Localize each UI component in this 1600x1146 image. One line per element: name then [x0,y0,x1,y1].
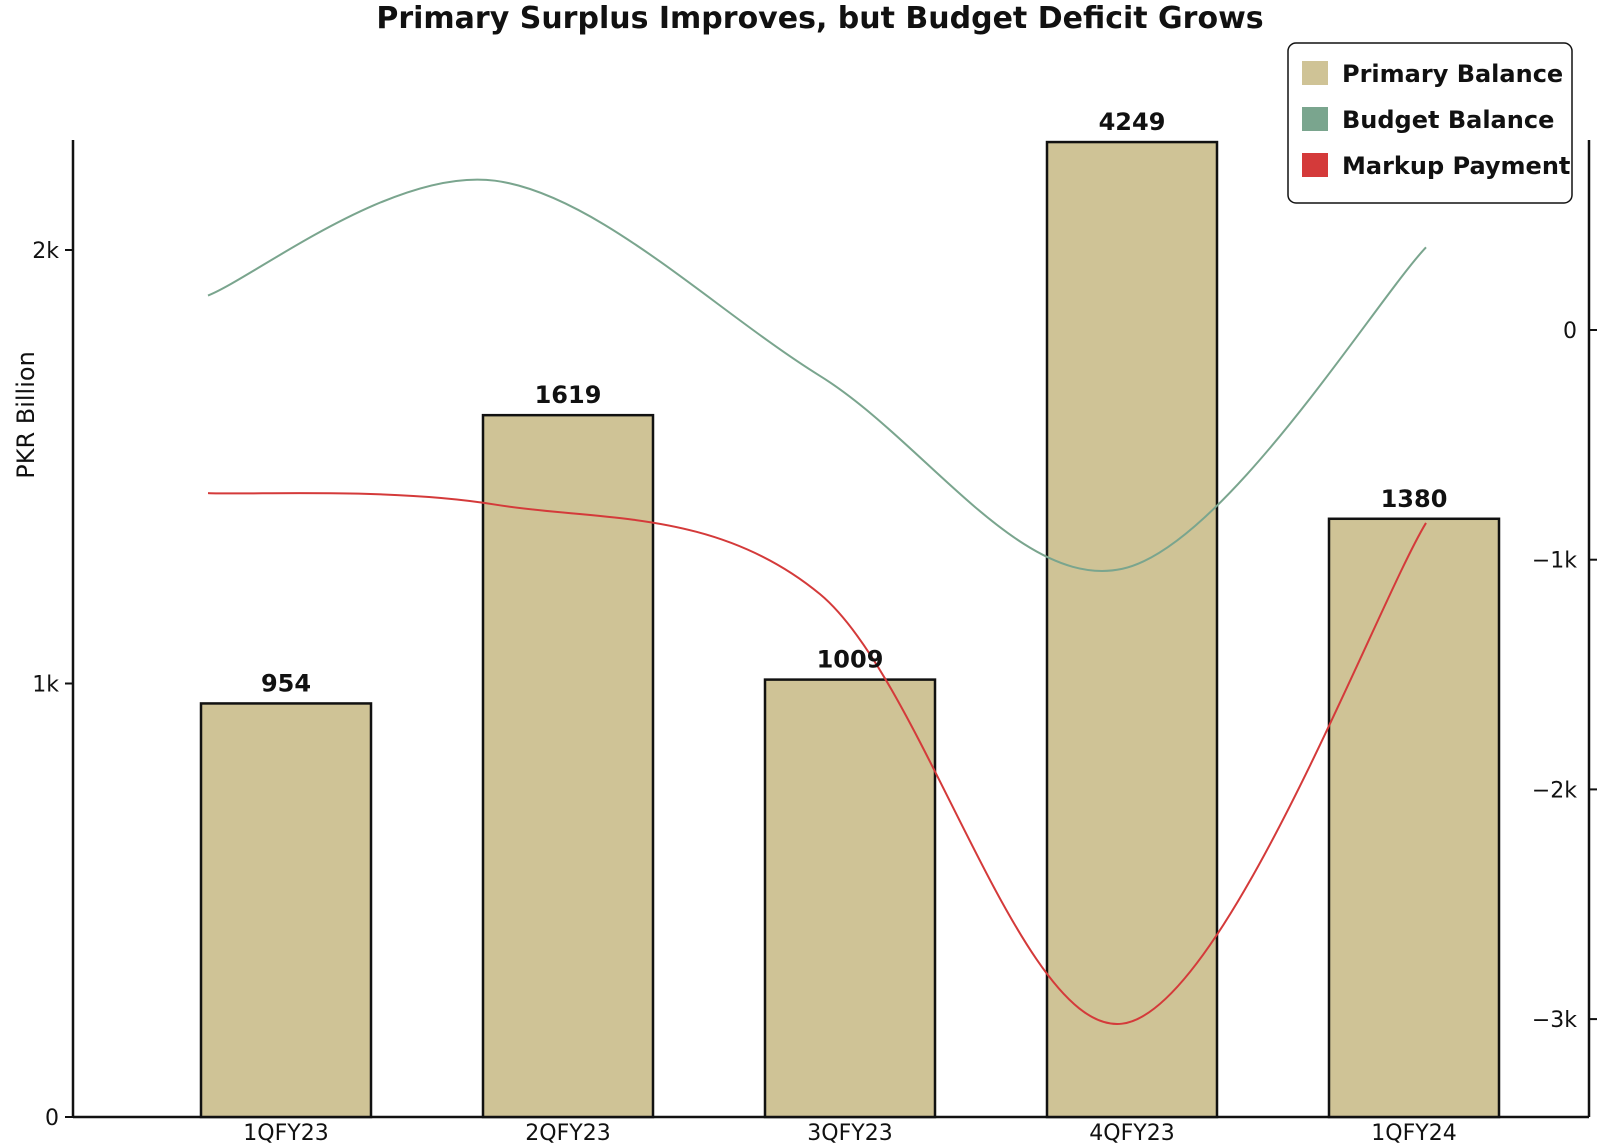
bar-4qfy23 [1045,140,1219,1119]
x-tick-label: 1QFY24 [1371,1121,1456,1146]
y2-tick-label: 0 [1563,319,1577,344]
legend-label: Markup Payment [1342,152,1570,180]
bar-1qfy23 [199,702,373,1119]
lines-layer [207,178,1427,1025]
ticks-layer: 1QFY23 2QFY23 3QFY23 4QFY23 1QFY24 0 1k 2k 0 −1k −… [32,239,1597,1146]
bar-3qfy23 [763,678,937,1119]
bar-value-label: 4249 [1099,108,1166,136]
data-labels-layer: 954 1619 1009 4249 1380 [261,108,1447,697]
y-tick-label: 2k [32,239,59,264]
y-tick-label: 0 [45,1106,59,1131]
bar-value-label: 1619 [535,381,602,409]
legend-swatch [1302,153,1328,177]
bars-layer [199,140,1501,1119]
x-tick-label: 3QFY23 [807,1121,892,1146]
x-tick-label: 4QFY23 [1089,1121,1174,1146]
legend-box [1287,42,1573,204]
line-markup-payment [207,492,1427,1025]
bar-1qfy24 [1327,517,1501,1119]
y-axis-label: PKR Billion [12,351,40,479]
legend: Primary Balance Budget Balance Markup Paym… [1287,42,1573,204]
y-tick-label: 1k [32,673,59,698]
x-tick-label: 1QFY23 [243,1121,328,1146]
bar-2qfy23 [481,413,655,1119]
y2-tick-label: −2k [1532,778,1577,803]
bar-value-label: 1009 [817,646,884,674]
legend-swatch [1302,107,1328,131]
bar-value-label: 954 [261,669,311,697]
y2-tick-label: −3k [1532,1008,1577,1033]
x-tick-label: 2QFY23 [525,1121,610,1146]
chart-title: Primary Surplus Improves, but Budget Def… [376,1,1263,36]
legend-label: Budget Balance [1342,106,1554,134]
line-budget-balance [207,178,1427,572]
y2-tick-label: −1k [1532,549,1577,574]
legend-label: Primary Balance [1342,60,1563,88]
bar-value-label: 1380 [1381,485,1448,513]
legend-swatch [1302,61,1328,85]
